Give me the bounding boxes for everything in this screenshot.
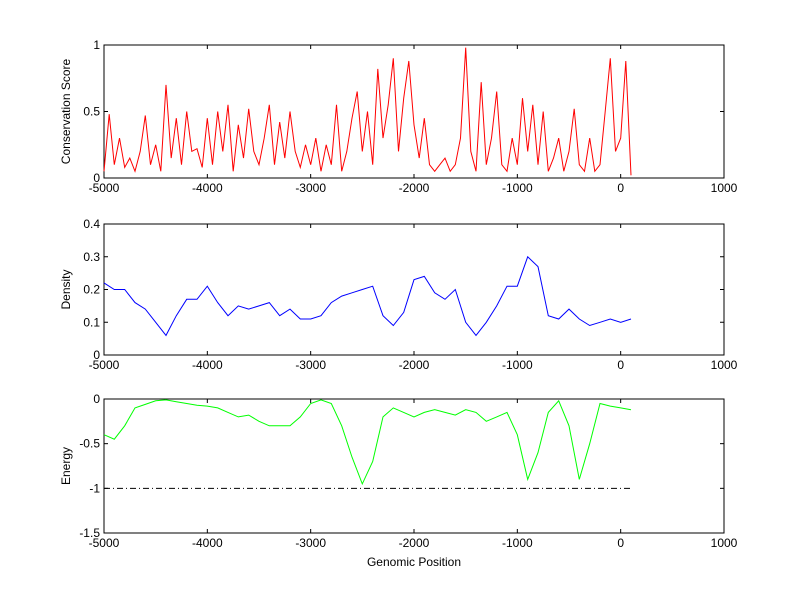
y-tick-label: 0.1 <box>83 315 100 329</box>
x-tick-label: -1000 <box>502 358 533 372</box>
y-tick-label: -1 <box>89 481 100 495</box>
x-tick-label: -5000 <box>89 536 120 550</box>
x-tick-label: -4000 <box>192 181 223 195</box>
y-tick-label: 0.2 <box>83 283 100 297</box>
axes-box <box>103 398 725 534</box>
x-tick-label: -3000 <box>295 536 326 550</box>
x-tick-label: -5000 <box>89 358 120 372</box>
y-tick-label: -1.5 <box>79 526 100 540</box>
y-axis-label: Density <box>59 269 73 309</box>
subplot-1: -5000 -4000 -3000 -2000 -1000 0 1000 0 0.5 1 Conse… <box>59 38 738 195</box>
x-tick-label: 0 <box>617 536 624 550</box>
x-tick-label: -3000 <box>295 358 326 372</box>
y-tick-label: 0 <box>93 171 100 185</box>
subplot-3: -5000 -4000 -3000 -2000 -1000 0 1000 -1.5 -1 -0.5… <box>59 392 738 569</box>
x-tick-label: 0 <box>617 181 624 195</box>
y-tick-label: 1 <box>93 38 100 52</box>
series-line <box>103 255 632 337</box>
y-tick-label: 0 <box>93 348 100 362</box>
axes-box <box>103 44 725 179</box>
y-tick-label: -0.5 <box>79 437 100 451</box>
x-tick-label: -4000 <box>192 358 223 372</box>
y-axis-label: Energy <box>59 447 73 485</box>
x-tick-label: 0 <box>617 358 624 372</box>
y-tick-label: 0.5 <box>83 105 100 119</box>
subplot-2: -5000 -4000 -3000 -2000 -1000 0 1000 0 0.1 0.2 0.3… <box>59 217 738 372</box>
x-axis-label: Genomic Position <box>367 555 461 569</box>
axes-box <box>103 223 725 356</box>
y-tick-label: 0 <box>93 392 100 406</box>
y-tick-label: 0.3 <box>83 250 100 264</box>
x-tick-label: -1000 <box>502 536 533 550</box>
x-tick-label: 1000 <box>711 358 738 372</box>
y-tick-label: 0.4 <box>83 217 100 231</box>
x-tick-label: -3000 <box>295 181 326 195</box>
x-tick-label: -5000 <box>89 181 120 195</box>
x-tick-label: 1000 <box>711 536 738 550</box>
x-tick-label: -2000 <box>399 181 430 195</box>
y-axis-label: Conservation Score <box>59 58 73 164</box>
x-tick-label: -1000 <box>502 181 533 195</box>
series-line <box>103 399 632 486</box>
x-tick-label: -2000 <box>399 358 430 372</box>
x-tick-label: -4000 <box>192 536 223 550</box>
x-tick-label: 1000 <box>711 181 738 195</box>
series-line <box>103 47 632 176</box>
x-tick-label: -2000 <box>399 536 430 550</box>
